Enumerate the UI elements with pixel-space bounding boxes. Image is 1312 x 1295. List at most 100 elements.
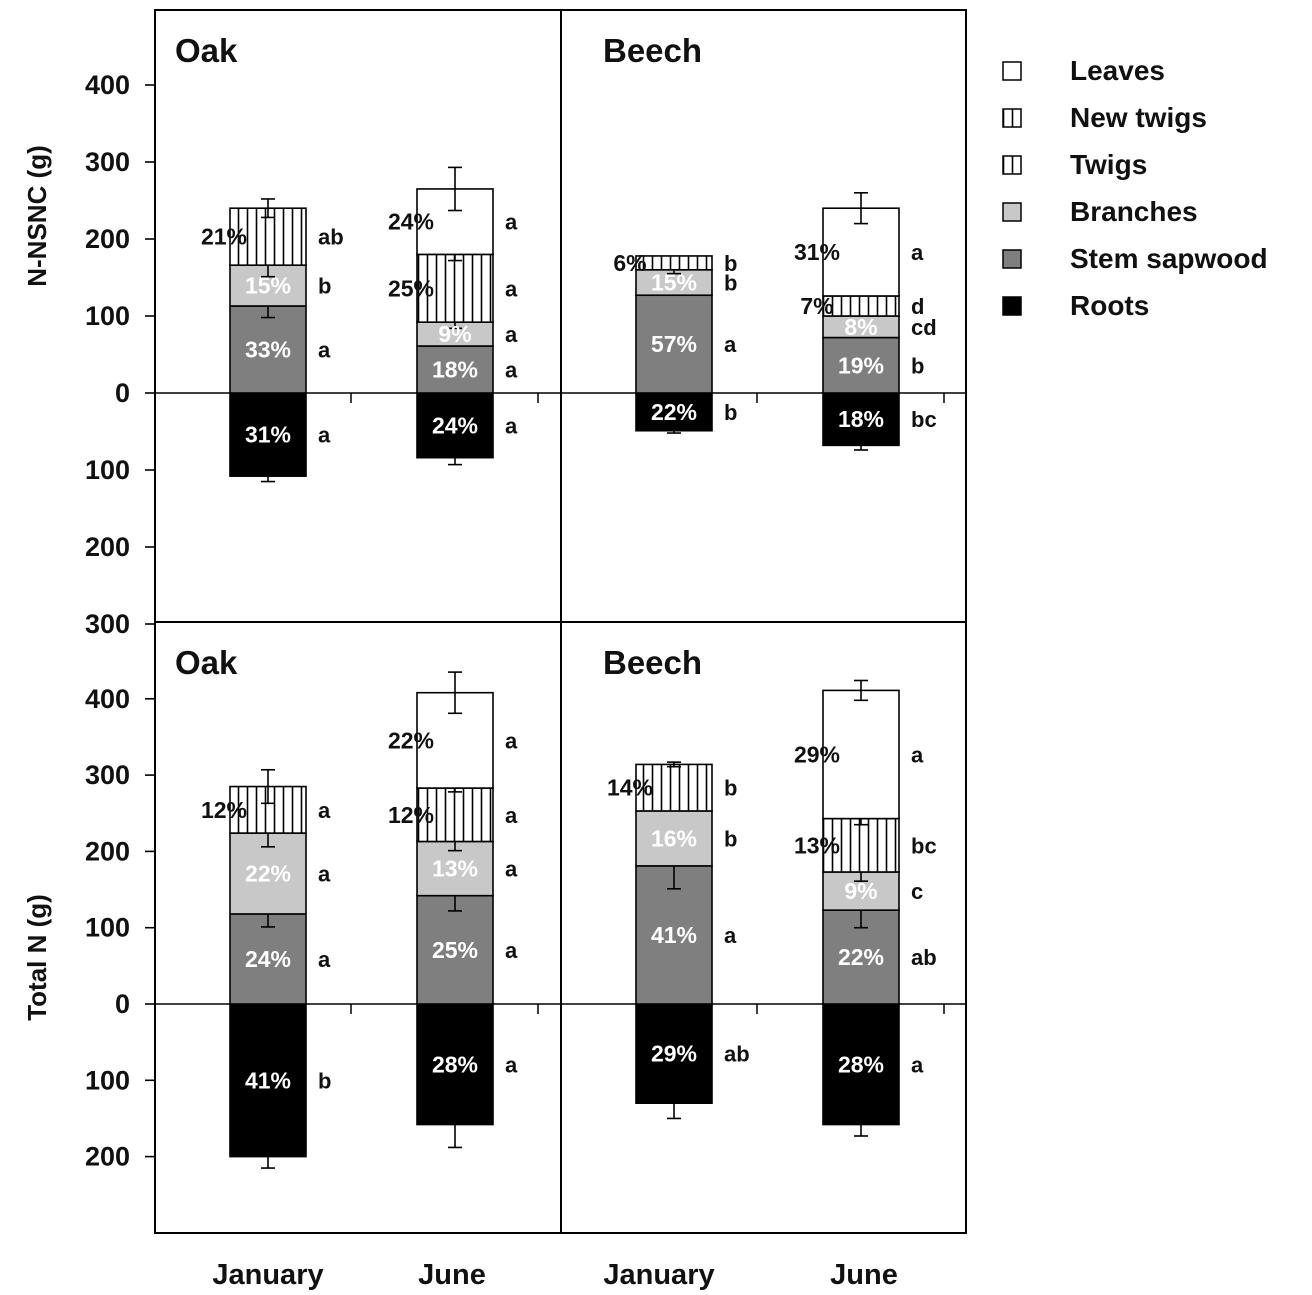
significance-label: d	[911, 294, 924, 319]
significance-label: a	[505, 1052, 518, 1077]
percent-label: 9%	[844, 878, 877, 904]
legend-label-stem-sapwood: Stem sapwood	[1070, 243, 1268, 274]
bar-segment-new-twigs	[416, 787, 494, 843]
significance-label: ab	[724, 1042, 750, 1067]
bar-segment-new-twigs	[822, 295, 900, 317]
legend: Leaves New twigs Twigs Branches Stem sapwood…	[1002, 55, 1268, 321]
bar-segment-twigs	[635, 763, 713, 812]
significance-label: c	[911, 879, 923, 904]
y-tick-label: 100	[85, 1065, 130, 1095]
significance-label: a	[318, 798, 331, 823]
significance-label: a	[318, 337, 331, 362]
percent-label: 9%	[438, 321, 471, 347]
percent-label: 18%	[838, 406, 884, 432]
significance-label: a	[505, 276, 518, 301]
percent-label: 24%	[245, 946, 291, 972]
panel-title: Beech	[603, 644, 702, 681]
percent-label: 14%	[607, 775, 653, 801]
percent-label: 25%	[432, 937, 478, 963]
percent-label: 24%	[388, 209, 434, 235]
percent-label: 22%	[651, 399, 697, 425]
bar-segment-new-twigs	[416, 253, 494, 323]
plot-area: 400 300 200 100 0 100 200 300 N-NSNC (g) Oak 31% a 3…	[22, 9, 967, 1291]
legend-swatch-twigs	[1002, 155, 1022, 175]
x-category-label: January	[603, 1259, 714, 1291]
significance-label: a	[318, 947, 331, 972]
percent-label: 16%	[651, 825, 697, 851]
percent-label: 19%	[838, 352, 884, 378]
significance-label: a	[505, 938, 518, 963]
significance-label: b	[318, 1068, 331, 1093]
bar-segment-roots	[635, 392, 713, 432]
y-tick-label: 200	[85, 532, 130, 562]
percent-label: 13%	[432, 856, 478, 882]
significance-label: b	[724, 271, 737, 296]
panel-frame	[154, 621, 562, 1234]
bar-segment-twigs	[635, 255, 713, 271]
percent-label: 41%	[245, 1067, 291, 1093]
significance-label: ab	[911, 945, 937, 970]
y-tick-label: 400	[85, 684, 130, 714]
percent-label: 21%	[201, 224, 247, 250]
y-tick-label: 100	[85, 455, 130, 485]
significance-label: b	[911, 353, 924, 378]
significance-label: a	[505, 728, 518, 753]
bar-segment-branches	[635, 810, 713, 867]
bar-segment-stem-sapwood	[635, 294, 713, 394]
percent-label: 7%	[800, 293, 833, 319]
bar-segment-branches	[229, 264, 307, 307]
percent-label: 25%	[388, 275, 434, 301]
y-tick-label: 300	[85, 760, 130, 790]
legend-swatch-roots	[1002, 296, 1022, 316]
x-category-label: June	[418, 1259, 486, 1291]
legend-label-roots: Roots	[1070, 290, 1149, 321]
significance-label: bc	[911, 407, 937, 432]
legend-swatch-branches	[1002, 202, 1022, 222]
bar-segment-stem-sapwood	[822, 336, 900, 394]
y-tick-label: 400	[85, 70, 130, 100]
percent-label: 22%	[245, 861, 291, 887]
significance-label: b	[724, 826, 737, 851]
legend-label-leaves: Leaves	[1070, 55, 1165, 86]
percent-label: 28%	[432, 1051, 478, 1077]
y-tick-label: 300	[85, 609, 130, 639]
significance-label: a	[911, 1052, 924, 1077]
bar-segment-stem-sapwood	[416, 345, 494, 394]
percent-label: 57%	[651, 331, 697, 357]
significance-label: a	[505, 358, 518, 383]
percent-label: 33%	[245, 336, 291, 362]
significance-label: a	[505, 322, 518, 347]
significance-label: a	[318, 423, 331, 448]
percent-label: 22%	[838, 944, 884, 970]
y-axis-title: Total N (g)	[22, 894, 52, 1021]
significance-label: b	[724, 400, 737, 425]
y-tick-label: 100	[85, 913, 130, 943]
y-tick-label: 0	[115, 989, 130, 1019]
y-axis-title: N-NSNC (g)	[22, 145, 52, 287]
significance-label: b	[724, 251, 737, 276]
percent-label: 31%	[794, 239, 840, 265]
percent-label: 41%	[651, 922, 697, 948]
significance-label: a	[505, 210, 518, 235]
significance-label: a	[724, 332, 737, 357]
significance-label: a	[505, 413, 518, 438]
panel-frame	[560, 9, 967, 623]
percent-label: 31%	[245, 422, 291, 448]
panel-title: Oak	[175, 644, 238, 681]
bar-segment-roots	[635, 1003, 713, 1104]
percent-label: 12%	[388, 802, 434, 828]
significance-label: a	[505, 803, 518, 828]
significance-label: cd	[911, 315, 937, 340]
y-tick-label: 0	[115, 378, 130, 408]
percent-label: 24%	[432, 412, 478, 438]
y-tick-label: 200	[85, 224, 130, 254]
y-tick-label: 200	[85, 836, 130, 866]
significance-label: a	[318, 862, 331, 887]
bar-segment-roots	[229, 1003, 307, 1158]
y-tick-label: 200	[85, 1142, 130, 1172]
panel-title: Beech	[603, 32, 702, 69]
y-tick-label: 100	[85, 301, 130, 331]
percent-label: 29%	[794, 741, 840, 767]
x-category-label: January	[212, 1259, 323, 1291]
